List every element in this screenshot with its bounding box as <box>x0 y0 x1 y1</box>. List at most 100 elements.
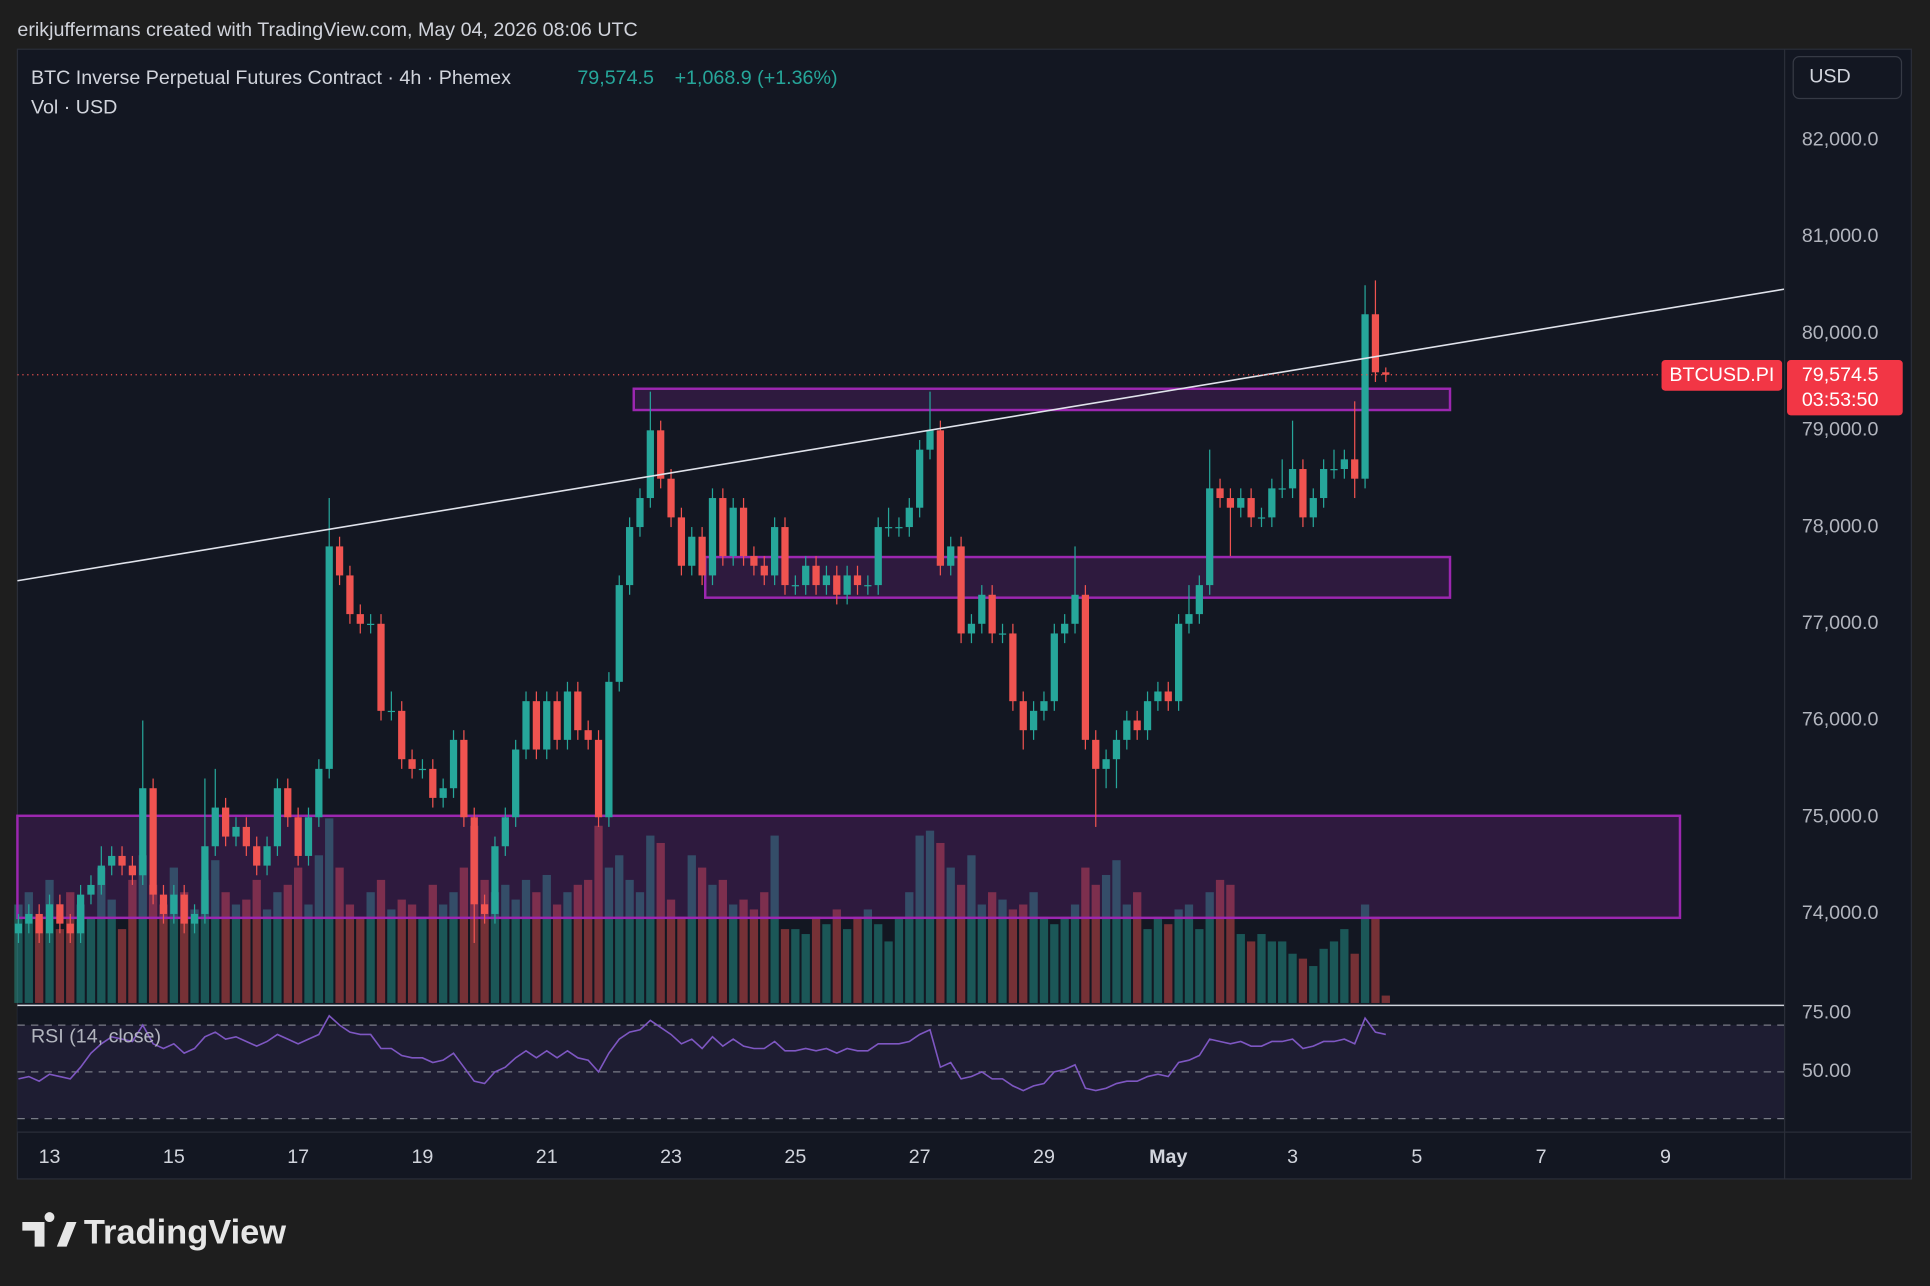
volume-bar <box>1019 904 1028 1003</box>
candle-body <box>1174 623 1183 702</box>
volume-bar <box>66 892 75 1003</box>
volume-bar <box>1267 941 1276 1003</box>
volume-bar <box>501 884 510 1003</box>
candle-body <box>108 855 116 866</box>
candle-body <box>14 923 23 934</box>
brand-logo: TradingView <box>22 1212 286 1251</box>
volume-bar <box>511 899 520 1003</box>
volume-bar <box>335 867 344 1003</box>
candle-body <box>1309 498 1317 518</box>
rsi-tick-label: 50.00 <box>1802 1060 1851 1082</box>
volume-bar <box>1226 884 1235 1003</box>
x-tick-label: May <box>1149 1146 1187 1168</box>
candle-body <box>211 807 219 847</box>
candle-body <box>605 681 613 818</box>
candle-body <box>1061 623 1069 634</box>
volume-bar <box>646 835 655 1003</box>
candle-body <box>916 449 924 508</box>
volume-bar <box>708 884 717 1003</box>
candle-body <box>149 788 157 895</box>
volume-bar <box>221 892 230 1003</box>
candle-body <box>1299 469 1307 518</box>
y-tick-label: 79,000.0 <box>1802 419 1879 441</box>
volume-bar <box>874 924 883 1003</box>
candle-body <box>802 565 810 586</box>
candle-body <box>35 913 43 934</box>
candle-body <box>1185 614 1193 624</box>
volume-bar <box>1278 941 1287 1003</box>
candle-body <box>884 527 893 529</box>
volume-bar <box>407 904 417 1003</box>
candle-body <box>957 546 965 634</box>
candle-body <box>1216 488 1224 499</box>
volume-bar <box>739 899 748 1003</box>
candle-body <box>387 710 395 713</box>
candle-body <box>1237 498 1245 508</box>
volume-bar <box>770 835 779 1003</box>
symbol-tag: BTCUSD.PI <box>1669 364 1774 386</box>
candle-body <box>180 894 188 924</box>
candle-body <box>677 517 686 566</box>
volume-bar <box>1174 909 1183 1003</box>
candle-body <box>522 701 530 750</box>
volume-bar <box>863 909 873 1003</box>
candle-body <box>625 527 634 586</box>
y-tick-label: 81,000.0 <box>1802 225 1879 247</box>
volume-bar <box>1164 924 1173 1003</box>
volume-bar <box>169 867 178 1003</box>
candle-body <box>1143 701 1152 731</box>
volume-bar <box>801 934 810 1003</box>
candle-body <box>719 498 727 557</box>
candle-body <box>1050 633 1058 702</box>
candle-body <box>1092 739 1100 769</box>
candle-body <box>853 575 862 586</box>
currency-button[interactable] <box>1792 55 1903 100</box>
candle-body <box>584 730 592 740</box>
candle-body <box>97 865 105 885</box>
volume-bar <box>967 855 976 1003</box>
countdown: 03:53:50 <box>1802 389 1879 411</box>
candle-body <box>936 430 944 566</box>
candle-body <box>460 739 468 818</box>
candle-body <box>1164 691 1172 702</box>
volume-bar <box>905 892 914 1003</box>
volume-bar <box>1288 953 1297 1003</box>
candle-body <box>812 565 820 586</box>
x-tick-label: 21 <box>536 1146 558 1168</box>
volume-bar <box>1101 874 1111 1003</box>
volume-bar <box>988 892 997 1003</box>
volume-bar <box>356 916 365 1003</box>
y-tick-label: 80,000.0 <box>1802 322 1879 344</box>
candle-body <box>822 575 831 586</box>
candle-body <box>1029 710 1038 731</box>
volume-legend: Vol · USD <box>31 96 117 118</box>
candle-body <box>284 788 292 818</box>
volume-bar <box>283 884 292 1003</box>
candle-body <box>491 846 499 914</box>
volume-bar <box>532 892 541 1003</box>
volume-bar <box>1381 995 1390 1003</box>
volume-bar <box>35 916 44 1003</box>
header-price: 79,574.5 <box>577 67 654 89</box>
credit: erikjuffermans created with TradingView.… <box>17 19 637 41</box>
candle-body <box>128 865 137 876</box>
volume-bar <box>1371 916 1380 1003</box>
volume-bar <box>822 924 831 1003</box>
volume-bar <box>915 835 924 1003</box>
volume-bar <box>615 855 624 1003</box>
candle-body <box>967 623 976 634</box>
currency-label[interactable]: USD <box>1809 66 1851 88</box>
volume-bar <box>76 904 85 1003</box>
brand-name: TradingView <box>84 1213 286 1251</box>
volume-bar <box>1060 916 1069 1003</box>
candle-body <box>512 749 520 818</box>
x-tick-label: 25 <box>784 1146 806 1168</box>
header-change: +1,068.9 (+1.36%) <box>675 67 838 89</box>
candle-body <box>263 846 271 866</box>
volume-bar <box>946 867 955 1003</box>
candle-body <box>1320 469 1328 499</box>
volume-bar <box>998 899 1007 1003</box>
volume-bar <box>366 892 375 1003</box>
candle-body <box>1154 691 1162 702</box>
candle-body <box>1133 720 1141 731</box>
